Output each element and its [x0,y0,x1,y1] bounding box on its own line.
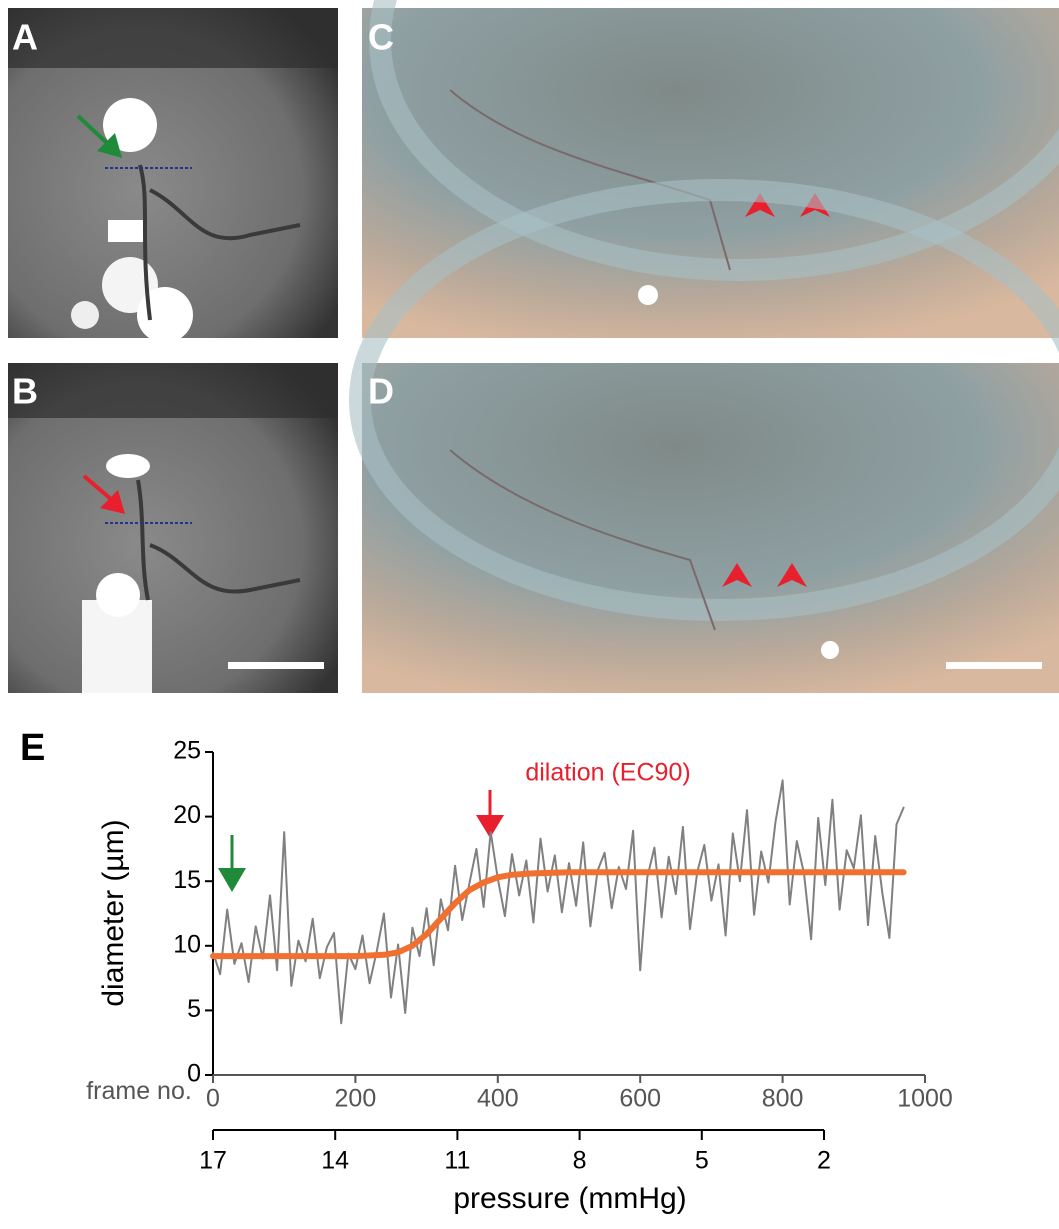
annotation: dilation (EC90) [525,759,690,787]
x-tick-label: 800 [762,1085,804,1113]
x-tick-label: 400 [477,1085,519,1113]
panel-label: E [20,727,45,769]
y-tick-label: 0 [187,1060,201,1088]
panel-label: B [12,371,38,412]
panel-b-image [8,363,338,693]
y-tick-label: 5 [187,995,201,1023]
x2-tick-label: 5 [695,1147,709,1175]
x2-tick-label: 11 [444,1147,470,1175]
x2-tick-label: 8 [573,1147,587,1175]
x2-tick-label: 2 [817,1147,831,1175]
x-axis-label: frame no. [86,1077,192,1105]
arrow [218,868,246,892]
panel-label: D [368,371,394,412]
panel-d-image [349,179,1059,693]
x-tick-label: 200 [335,1085,377,1113]
x-tick-label: 0 [206,1085,220,1113]
fit-line [210,869,907,960]
x2-tick-label: 14 [321,1147,349,1175]
y-tick-label: 15 [173,866,201,894]
y-tick-label: 10 [173,930,201,958]
panel-label: C [368,17,394,58]
y-tick-label: 25 [173,737,201,765]
panel-a-image [8,8,338,343]
y-tick-label: 20 [173,801,201,829]
x2-axis-label: pressure (mmHg) [453,1182,686,1215]
y-axis-label: diameter (µm) [97,819,130,1006]
data-line [212,779,905,1025]
x-tick-label: 600 [619,1085,661,1113]
panel-label: A [12,17,38,58]
panel-c-image [362,0,1059,338]
x-tick-label: 1000 [897,1085,953,1113]
arrow [476,815,504,838]
x2-tick-label: 17 [199,1147,227,1175]
